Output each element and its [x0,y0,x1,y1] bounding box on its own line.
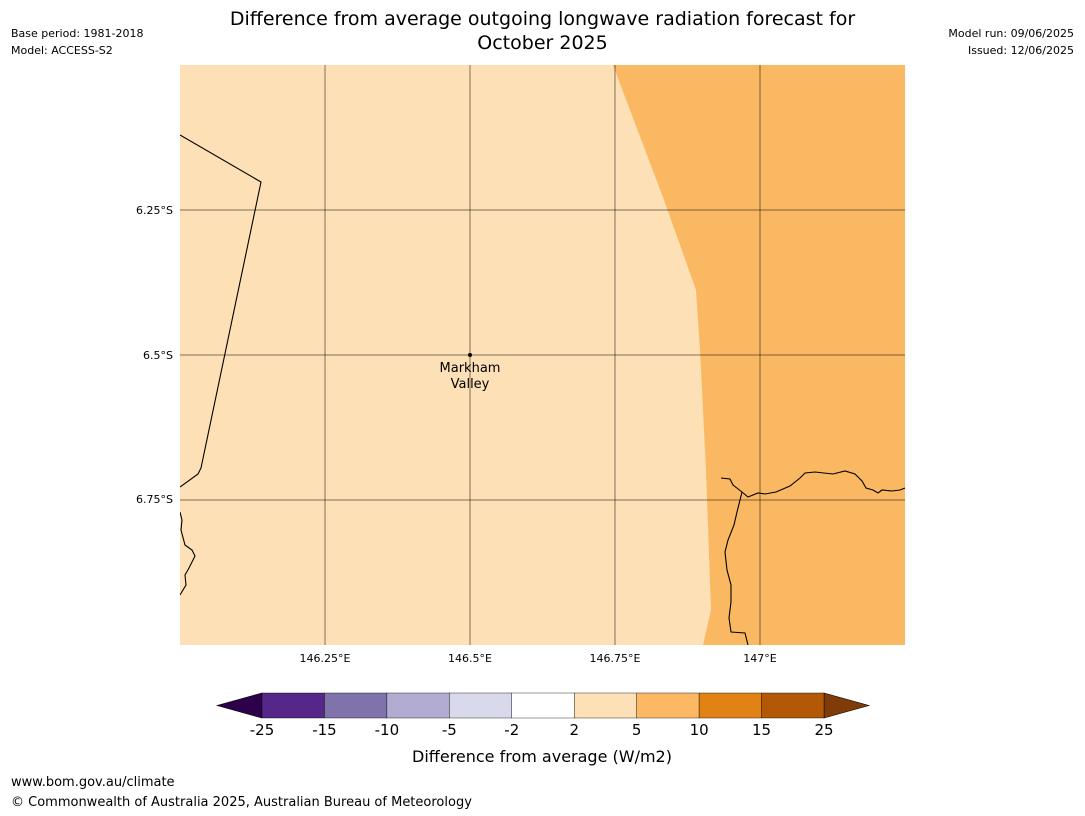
lon-label: 146.25°E [300,652,351,665]
colorbar-tick-label: -15 [312,721,337,739]
graticule [180,65,905,645]
colorbar-label: Difference from average (W/m2) [412,747,672,766]
coastline-east [720,470,905,498]
footer-url: www.bom.gov.au/climate [11,775,175,790]
title-line-1: Difference from average outgoing longwav… [229,8,856,30]
lat-label: 6.75°S [136,493,173,506]
colorbar-tick-label: 2 [569,721,579,739]
colorbar-segment [386,692,450,719]
colorbar-tick-label: -5 [442,721,457,739]
map-plot: Markham Valley [180,65,905,645]
colorbar-segment [574,692,637,719]
colorbar-tick-label: 15 [752,721,771,739]
lat-label: 6.25°S [136,204,173,217]
colorbar-segment [761,692,825,719]
colorbar-tick-label: -10 [375,721,400,739]
colorbar-segment [449,692,512,719]
boundaries [180,134,905,645]
place-label-line-2: Valley [451,377,490,392]
lat-label: 6.5°S [143,349,173,362]
colorbar-segment [636,692,700,719]
base-period-text: Base period: 1981-2018 [11,27,144,40]
colorbar-tick-label: 5 [632,721,642,739]
lat-axis-labels: 6.25°S 6.5°S 6.75°S [136,204,173,506]
lon-label: 147°E [743,652,776,665]
colorbar-tick-label: -2 [504,721,519,739]
footer-copyright: © Commonwealth of Australia 2025, Austra… [11,795,472,810]
lon-label: 146.75°E [590,652,641,665]
province-boundary [180,134,262,488]
lon-axis-labels: 146.25°E 146.5°E 146.75°E 147°E [300,652,777,665]
river [724,491,749,645]
issued-text: Issued: 12/06/2025 [967,44,1074,57]
colorbar-segment [698,692,762,719]
colorbar-tick-label: 10 [690,721,709,739]
colorbar-segment [324,692,388,719]
markham-valley-point [468,353,472,357]
lon-label: 146.5°E [448,652,492,665]
title-line-2: October 2025 [477,32,608,54]
meta-left: Base period: 1981-2018 Model: ACCESS-S2 [11,25,143,59]
colorbar-tick-label: 25 [814,721,833,739]
map-title: Difference from average outgoing longwav… [180,7,905,55]
colorbar-segment [511,692,575,719]
colorbar-extend-high [823,692,871,719]
colorbar: -25 -15 -10 -5 -2 2 5 10 15 25 [215,692,871,739]
coastline-west [180,511,196,596]
model-run-text: Model run: 09/06/2025 [948,27,1074,40]
place-label-line-1: Markham [440,361,501,376]
colorbar-segment [261,692,325,719]
colorbar-tick-label: -25 [250,721,275,739]
meta-right: Model run: 09/06/2025 Issued: 12/06/2025 [948,25,1074,59]
model-text: Model: ACCESS-S2 [11,44,113,57]
colorbar-extend-low [215,692,263,719]
